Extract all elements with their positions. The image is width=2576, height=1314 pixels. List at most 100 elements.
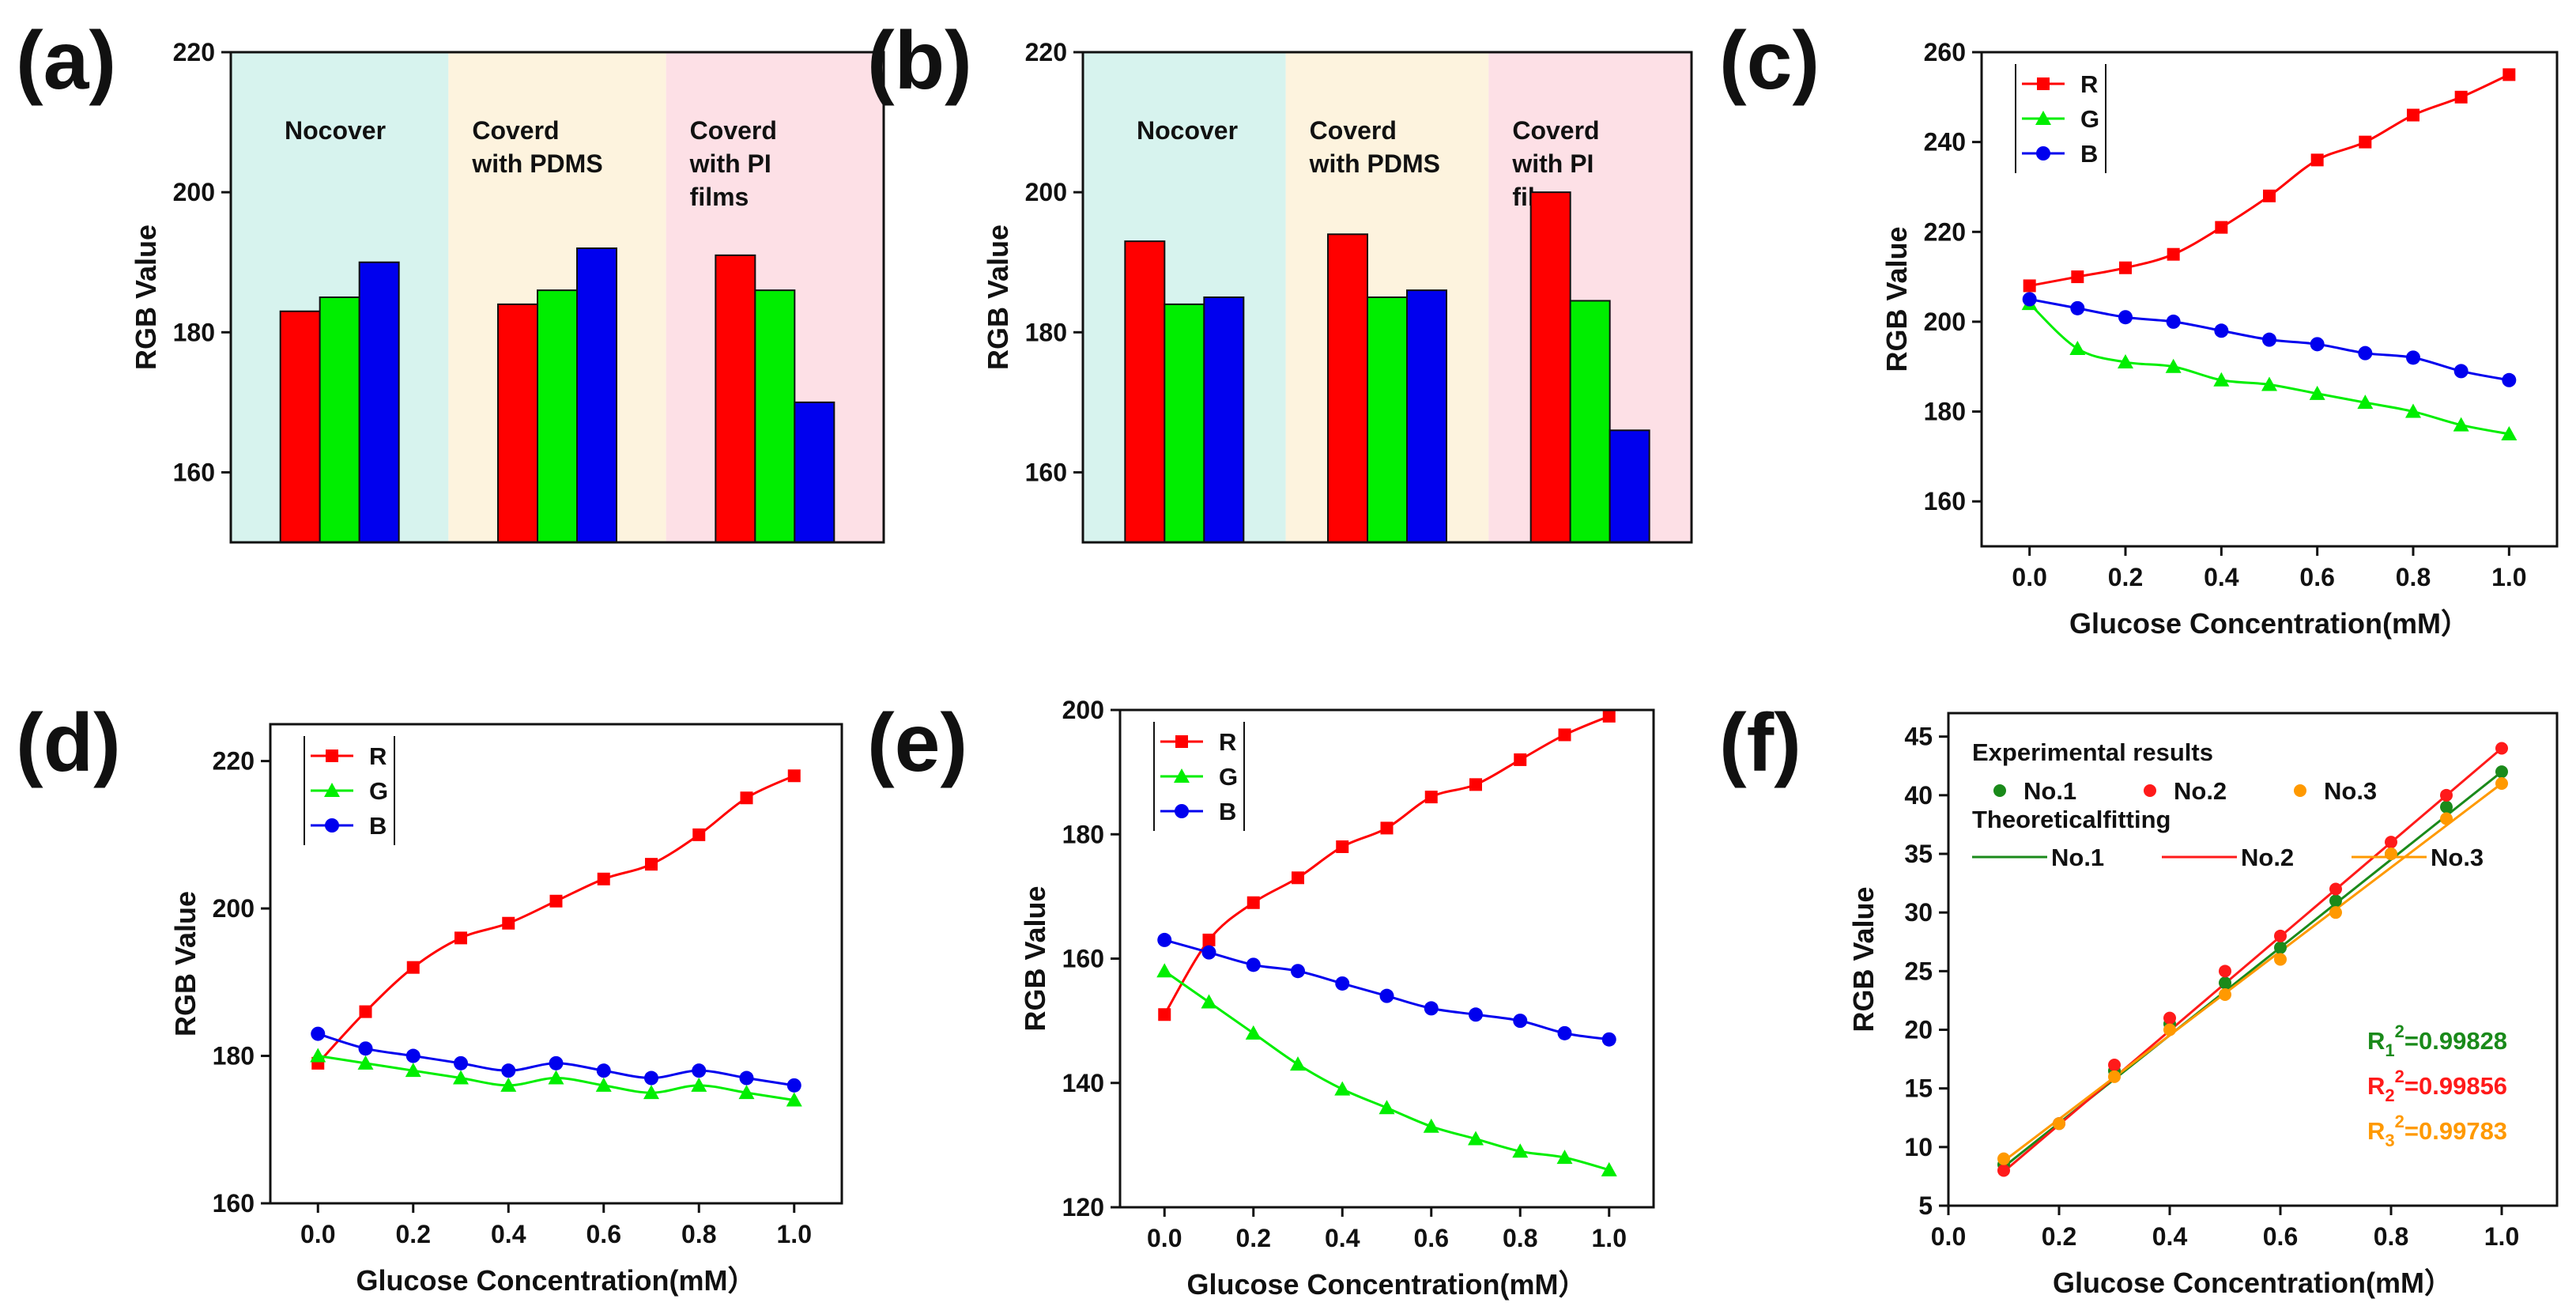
point-No.2-6: [2274, 929, 2287, 942]
y-tick-label: 180: [1025, 318, 1067, 346]
point-No.1-9: [2440, 800, 2453, 814]
bar-R-2: [1327, 233, 1368, 543]
x-tick-label: 0.4: [2152, 1222, 2188, 1251]
r2-sup: 2: [2395, 1021, 2404, 1041]
x-tick-label: 0.6: [2263, 1222, 2298, 1251]
plot-frame: [1947, 712, 2559, 1207]
point-R-3: [406, 961, 420, 974]
region-label: Coverd with PDMS: [471, 116, 602, 178]
point-B-9: [2406, 350, 2420, 365]
point-G-11: [2501, 425, 2518, 440]
y-tick-label: 160: [1025, 458, 1067, 486]
point-R-4: [2167, 247, 2180, 261]
legend-marker-G: [2035, 111, 2051, 125]
point-G-4: [453, 1070, 469, 1085]
x-tick-label: 0.4: [2204, 563, 2239, 591]
x-axis-title: Glucose Concentration(mM）: [2053, 1267, 2453, 1299]
legend-marker-R: [1175, 735, 1188, 748]
y-tick-label: 220: [173, 38, 215, 66]
x-tick-label: 0.8: [1503, 1224, 1537, 1252]
point-B-3: [405, 1048, 421, 1063]
point-R-4: [1292, 871, 1304, 885]
point-G-3: [2118, 354, 2133, 369]
point-R-7: [2310, 153, 2324, 167]
point-G-10: [738, 1085, 755, 1100]
point-No.3-2: [2053, 1117, 2065, 1131]
r2-sub: 2: [2385, 1086, 2394, 1105]
y-tick-label: 200: [173, 178, 215, 206]
bar-B-1: [1203, 296, 1245, 543]
point-B-6: [1379, 988, 1394, 1003]
plot-frame: [269, 723, 843, 1205]
y-tick-label: 160: [1062, 945, 1104, 973]
y-tick-label: 200: [213, 894, 255, 923]
point-G-2: [357, 1055, 374, 1070]
y-tick-label: 10: [1904, 1133, 1933, 1161]
point-G-3: [1245, 1025, 1262, 1040]
y-tick-label: 200: [1062, 696, 1104, 724]
legend-label-B: B: [1219, 798, 1236, 825]
point-R-9: [1514, 753, 1527, 766]
x-tick-label: 0.0: [1147, 1224, 1182, 1252]
point-R-8: [1469, 778, 1482, 791]
y-tick-label: 5: [1918, 1191, 1933, 1220]
point-R-6: [549, 894, 563, 908]
region-label: Nocover: [1137, 116, 1238, 145]
y-tick-label: 140: [1062, 1069, 1104, 1097]
point-R-6: [1380, 821, 1394, 835]
legend-label-R: R: [369, 742, 387, 770]
point-R-9: [2407, 108, 2419, 122]
point-No.3-8: [2385, 848, 2397, 860]
point-No.3-1: [1997, 1152, 2010, 1165]
point-No.1-10: [2495, 765, 2508, 779]
point-R-10: [2454, 90, 2468, 104]
region-label-line: with PI: [689, 149, 771, 178]
panel-label: (f): [1719, 697, 1801, 789]
panel-5: 0.0 0.2 0.4 0.6 0.8 1.0 5 10 15 20 25 30 35 40 45 Gluco…: [1847, 712, 2559, 1299]
point-G-11: [786, 1092, 802, 1107]
point-B-2: [1201, 945, 1216, 960]
point-B-2: [358, 1041, 373, 1056]
point-R-11: [787, 769, 801, 783]
point-R-3: [1247, 896, 1260, 909]
plot-frame: [229, 51, 885, 544]
point-No.2-8: [2385, 836, 2397, 849]
point-B-8: [2358, 345, 2373, 361]
point-R-1: [1158, 1008, 1171, 1021]
point-B-11: [786, 1078, 801, 1093]
y-tick-label: 200: [1025, 178, 1067, 206]
y-tick-label: 200: [1924, 308, 1966, 336]
point-No.2-5: [2219, 965, 2231, 978]
point-G-1: [1156, 963, 1173, 978]
legend-fit-title: Theoreticalfitting: [1972, 806, 2171, 833]
point-B-1: [2022, 292, 2037, 307]
bar-R-3: [715, 254, 756, 543]
r2-label-3: R32=0.99783: [2367, 1112, 2507, 1150]
y-tick-label: 240: [1924, 128, 1966, 157]
point-R-3: [2119, 261, 2132, 274]
legend-marker-G: [1174, 768, 1190, 783]
point-G-8: [643, 1085, 659, 1100]
r2-base: R: [2367, 1072, 2385, 1100]
point-No.2-3: [2108, 1059, 2121, 1071]
point-B-4: [454, 1055, 468, 1070]
x-tick-label: 0.0: [300, 1220, 335, 1248]
point-B-9: [1513, 1014, 1528, 1029]
point-B-10: [739, 1070, 754, 1086]
point-R-5: [2215, 221, 2228, 234]
point-R-7: [597, 872, 610, 885]
point-R-8: [645, 858, 658, 871]
y-tick-label: 180: [213, 1042, 255, 1070]
legend-fit-label-No.2: No.2: [2241, 844, 2294, 871]
point-R-2: [2071, 270, 2084, 284]
series-line-G: [1164, 969, 1610, 1172]
point-G-9: [691, 1077, 707, 1092]
bar-G-2: [1367, 296, 1408, 543]
y-axis-title: RGB Value: [982, 225, 1014, 370]
point-No.2-7: [2329, 882, 2342, 896]
bar-G-1: [1164, 303, 1205, 543]
x-tick-label: 0.6: [2299, 563, 2334, 591]
region-label-line: Coverd: [1512, 116, 1599, 145]
bar-G-3: [754, 289, 796, 543]
bar-B-3: [794, 401, 835, 543]
